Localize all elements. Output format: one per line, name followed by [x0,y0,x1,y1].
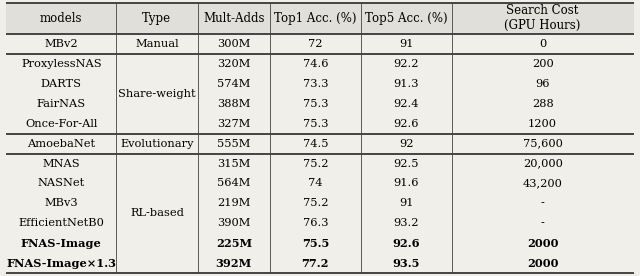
Text: 76.3: 76.3 [303,218,328,228]
Text: 92.5: 92.5 [394,158,419,169]
Text: MBv3: MBv3 [44,198,78,208]
Text: 75.5: 75.5 [301,238,329,249]
Text: RL-based: RL-based [130,208,184,218]
Text: AmoebaNet: AmoebaNet [28,139,95,148]
Text: FNAS-Image: FNAS-Image [21,238,102,249]
Text: 0: 0 [539,39,547,49]
Text: 574M: 574M [217,79,250,89]
Text: 327M: 327M [217,119,250,129]
Text: Share-weight: Share-weight [118,89,196,99]
Text: 225M: 225M [216,238,252,249]
Text: 564M: 564M [217,179,250,189]
Text: 315M: 315M [217,158,250,169]
Text: 288: 288 [532,99,554,109]
Text: 96: 96 [536,79,550,89]
Text: 75,600: 75,600 [523,139,563,148]
Text: 219M: 219M [217,198,250,208]
Text: 73.3: 73.3 [303,79,328,89]
Text: 555M: 555M [217,139,250,148]
Text: 2000: 2000 [527,258,559,269]
Text: 320M: 320M [217,59,250,69]
Text: 91: 91 [399,198,413,208]
Text: Evolutionary: Evolutionary [120,139,194,148]
FancyBboxPatch shape [6,3,634,34]
Text: 92.6: 92.6 [394,119,419,129]
Text: Manual: Manual [135,39,179,49]
Text: 92.2: 92.2 [394,59,419,69]
Text: 1200: 1200 [528,119,557,129]
Text: ProxylessNAS: ProxylessNAS [21,59,102,69]
Text: 92: 92 [399,139,413,148]
Text: Type: Type [142,12,172,25]
Text: 43,200: 43,200 [523,179,563,189]
Text: 74.6: 74.6 [303,59,328,69]
Text: 75.3: 75.3 [303,119,328,129]
Text: NASNet: NASNet [38,179,85,189]
Text: Once-For-All: Once-For-All [25,119,97,129]
Text: Top5 Acc. (%): Top5 Acc. (%) [365,12,447,25]
Text: 200: 200 [532,59,554,69]
Text: 300M: 300M [217,39,250,49]
Text: MNAS: MNAS [42,158,80,169]
Text: 92.6: 92.6 [392,238,420,249]
Text: -: - [541,218,545,228]
Text: 20,000: 20,000 [523,158,563,169]
Text: 75.3: 75.3 [303,99,328,109]
Text: models: models [40,12,83,25]
Text: 74.5: 74.5 [303,139,328,148]
Text: 91: 91 [399,39,413,49]
Text: 77.2: 77.2 [301,258,329,269]
Text: 75.2: 75.2 [303,198,328,208]
Text: EfficientNetB0: EfficientNetB0 [19,218,104,228]
Text: FNAS-Image×1.3: FNAS-Image×1.3 [6,258,116,269]
Text: 92.4: 92.4 [394,99,419,109]
Text: DARTS: DARTS [41,79,82,89]
Text: 93.5: 93.5 [392,258,420,269]
Text: 72: 72 [308,39,323,49]
Text: 2000: 2000 [527,238,559,249]
Text: -: - [541,198,545,208]
Text: 91.6: 91.6 [394,179,419,189]
Text: Search Cost
(GPU Hours): Search Cost (GPU Hours) [504,4,581,32]
Text: Mult-Adds: Mult-Adds [203,12,264,25]
Text: 74: 74 [308,179,323,189]
Text: FairNAS: FairNAS [36,99,86,109]
Text: 75.2: 75.2 [303,158,328,169]
Text: 388M: 388M [217,99,250,109]
Text: 392M: 392M [216,258,252,269]
Text: Top1 Acc. (%): Top1 Acc. (%) [274,12,356,25]
Text: 93.2: 93.2 [394,218,419,228]
Text: 91.3: 91.3 [394,79,419,89]
Text: 390M: 390M [217,218,250,228]
Text: MBv2: MBv2 [44,39,78,49]
